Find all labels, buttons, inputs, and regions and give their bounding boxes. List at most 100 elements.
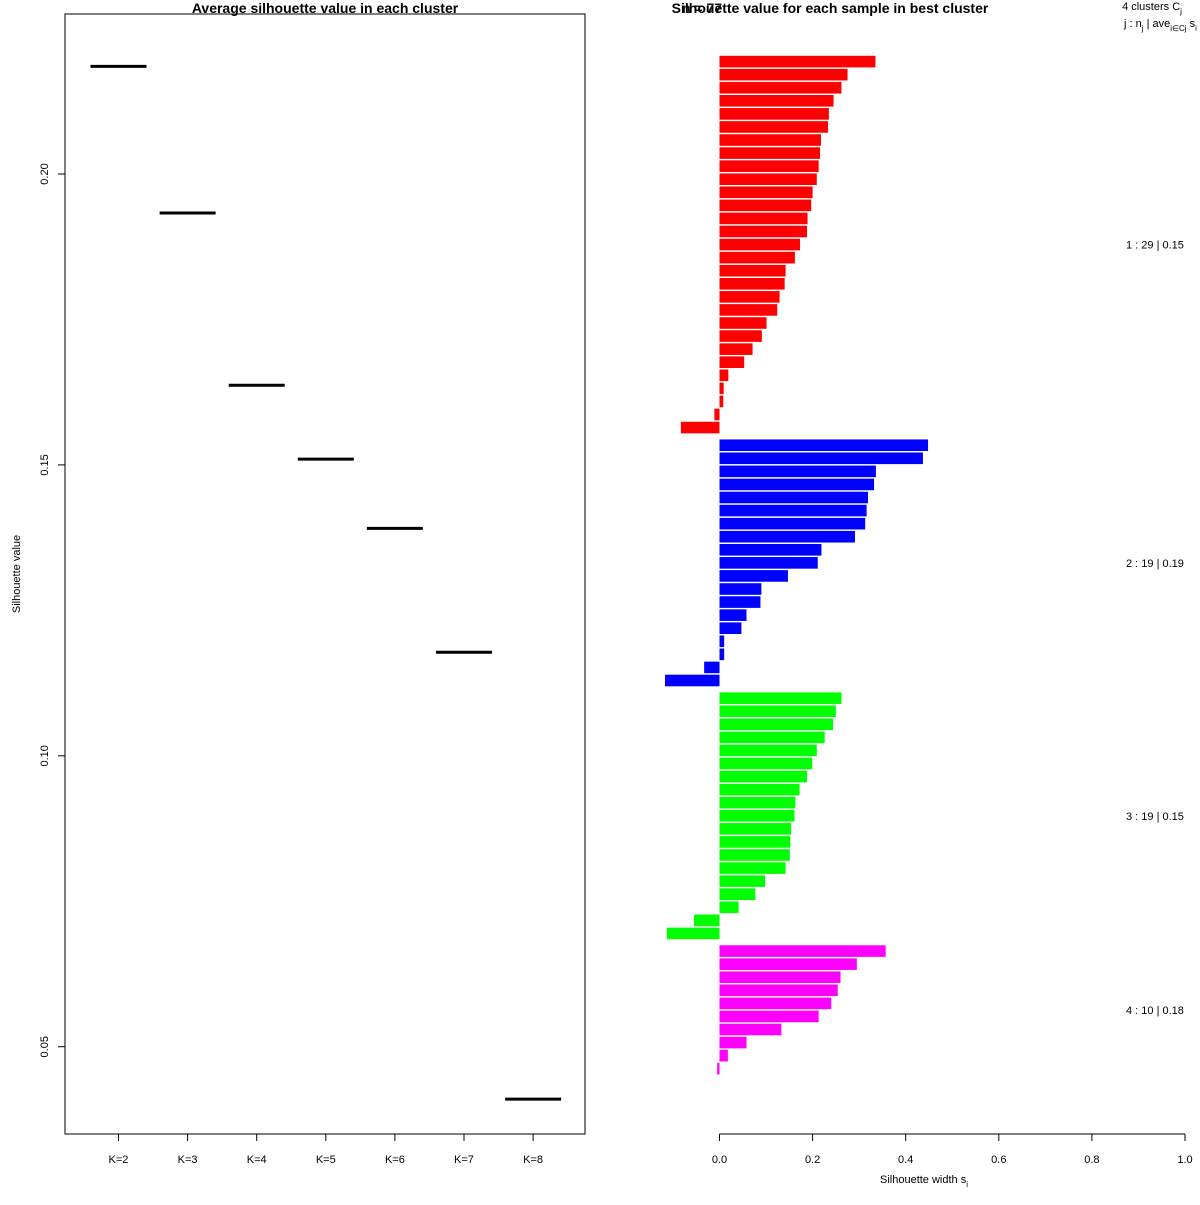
right-x-tick-label: 0.4 [898, 1154, 913, 1166]
silhouette-bar [719, 705, 836, 718]
left-chart-title: Average silhouette value in each cluster [192, 0, 459, 16]
silhouette-bar [719, 862, 786, 874]
silhouette-bar [719, 160, 819, 172]
silhouette-bar [719, 465, 876, 478]
right-chart-title: Silhouette value for each sample in best… [672, 0, 989, 16]
silhouette-bar [719, 238, 801, 251]
silhouette-bar [719, 134, 821, 146]
silhouette-bar [719, 330, 762, 342]
legend-header-line2-main: j : n [1123, 18, 1142, 30]
silhouette-bar [719, 543, 822, 556]
silhouette-bar [719, 770, 808, 783]
legend-header-line2-end: s [1187, 18, 1196, 30]
silhouette-bar [719, 251, 795, 264]
silhouette-bar [719, 291, 780, 303]
silhouette-bar [719, 199, 812, 212]
silhouette-bar [719, 836, 791, 848]
silhouette-bar [719, 186, 813, 199]
silhouette-bar [719, 557, 818, 569]
silhouette-bar [719, 596, 761, 608]
legend-header-line2-rest: | ave [1144, 18, 1171, 30]
silhouette-bar [719, 1023, 782, 1036]
right-chart-overlap-text: n = 77 [682, 0, 722, 16]
left-y-axis-title: Silhouette value [11, 535, 23, 613]
legend-header-line2: j : nj | avei∈Cj si [1123, 18, 1197, 33]
silhouette-bar [719, 81, 842, 94]
silhouette-bar [717, 1062, 720, 1075]
silhouette-bar [719, 343, 753, 355]
silhouette-bar [719, 530, 855, 543]
silhouette-bar [719, 212, 808, 225]
left-y-tick-label: 0.10 [39, 745, 51, 766]
silhouette-bar [719, 1049, 728, 1062]
right-x-axis-title: Silhouette width si [880, 1174, 968, 1189]
silhouette-bar [719, 945, 886, 957]
left-y-tick-label: 0.20 [39, 163, 51, 184]
silhouette-bar [719, 648, 725, 661]
silhouette-bar [719, 439, 929, 452]
left-x-tick-label: K=4 [247, 1154, 267, 1166]
silhouette-bar [719, 635, 725, 648]
silhouette-bar [719, 718, 834, 731]
silhouette-bar [719, 609, 747, 621]
silhouette-bar [719, 731, 825, 744]
silhouette-bar [719, 997, 832, 1010]
silhouette-bar [719, 984, 838, 997]
cluster-summary-label: 3 : 19 | 0.15 [1126, 811, 1184, 823]
silhouette-bar [714, 408, 720, 421]
silhouette-bar [719, 317, 767, 329]
silhouette-bar [719, 304, 778, 316]
left-y-tick-label: 0.05 [39, 1036, 51, 1057]
left-y-tick-label: 0.15 [39, 454, 51, 475]
silhouette-bar [719, 356, 745, 369]
silhouette-bar [693, 914, 720, 927]
silhouette-bar [719, 783, 800, 796]
silhouette-bar [719, 108, 829, 120]
silhouette-bar [719, 382, 724, 395]
silhouette-bar [719, 504, 867, 517]
silhouette-bar [719, 809, 795, 822]
right-x-axis-title-sub: i [966, 1180, 968, 1189]
silhouette-bar [719, 121, 828, 133]
silhouette-bar [719, 147, 821, 159]
right-x-tick-label: 1.0 [1177, 1154, 1192, 1166]
silhouette-bar [719, 1010, 819, 1023]
silhouette-bar [704, 661, 720, 674]
right-x-tick-label: 0.8 [1084, 1154, 1099, 1166]
silhouette-bar [719, 849, 790, 861]
legend-header-line1-sub: j [1179, 7, 1182, 16]
silhouette-bar [719, 796, 796, 809]
left-x-tick-label: K=2 [109, 1154, 129, 1166]
left-x-tick-label: K=8 [523, 1154, 543, 1166]
silhouette-bar [665, 674, 720, 687]
silhouette-bar [719, 277, 785, 290]
silhouette-bar [719, 875, 766, 887]
silhouette-bar [666, 927, 720, 940]
cluster-summary-label: 1 : 29 | 0.15 [1126, 240, 1184, 252]
silhouette-bar [719, 68, 848, 81]
legend-header-line2-sub: j [1141, 24, 1144, 33]
right-x-tick-label: 0.0 [712, 1154, 727, 1166]
silhouette-bar [719, 173, 817, 186]
silhouette-bar [719, 55, 876, 68]
legend-header-line2-sub2: i∈Cj [1170, 24, 1187, 33]
right-x-axis-title-main: Silhouette width s [880, 1174, 967, 1186]
silhouette-bar [719, 823, 792, 835]
legend-header-line2-end-sub: i [1195, 24, 1197, 33]
left-x-tick-label: K=5 [316, 1154, 336, 1166]
silhouette-bar [719, 491, 868, 504]
cluster-summary-label: 2 : 19 | 0.19 [1126, 558, 1184, 570]
silhouette-bar [719, 958, 857, 970]
silhouette-bar [719, 395, 724, 408]
average-silhouette-panel: Average silhouette value in each cluster… [11, 0, 586, 1166]
cluster-summary-label: 4 : 10 | 0.18 [1126, 1005, 1184, 1017]
legend-header-line1-main: 4 clusters C [1122, 1, 1180, 13]
right-x-tick-label: 0.6 [991, 1154, 1006, 1166]
silhouette-bar [719, 901, 739, 914]
silhouette-bar [719, 369, 729, 382]
silhouette-bar [719, 517, 866, 530]
silhouette-bar [719, 1036, 747, 1049]
left-x-tick-label: K=6 [385, 1154, 405, 1166]
